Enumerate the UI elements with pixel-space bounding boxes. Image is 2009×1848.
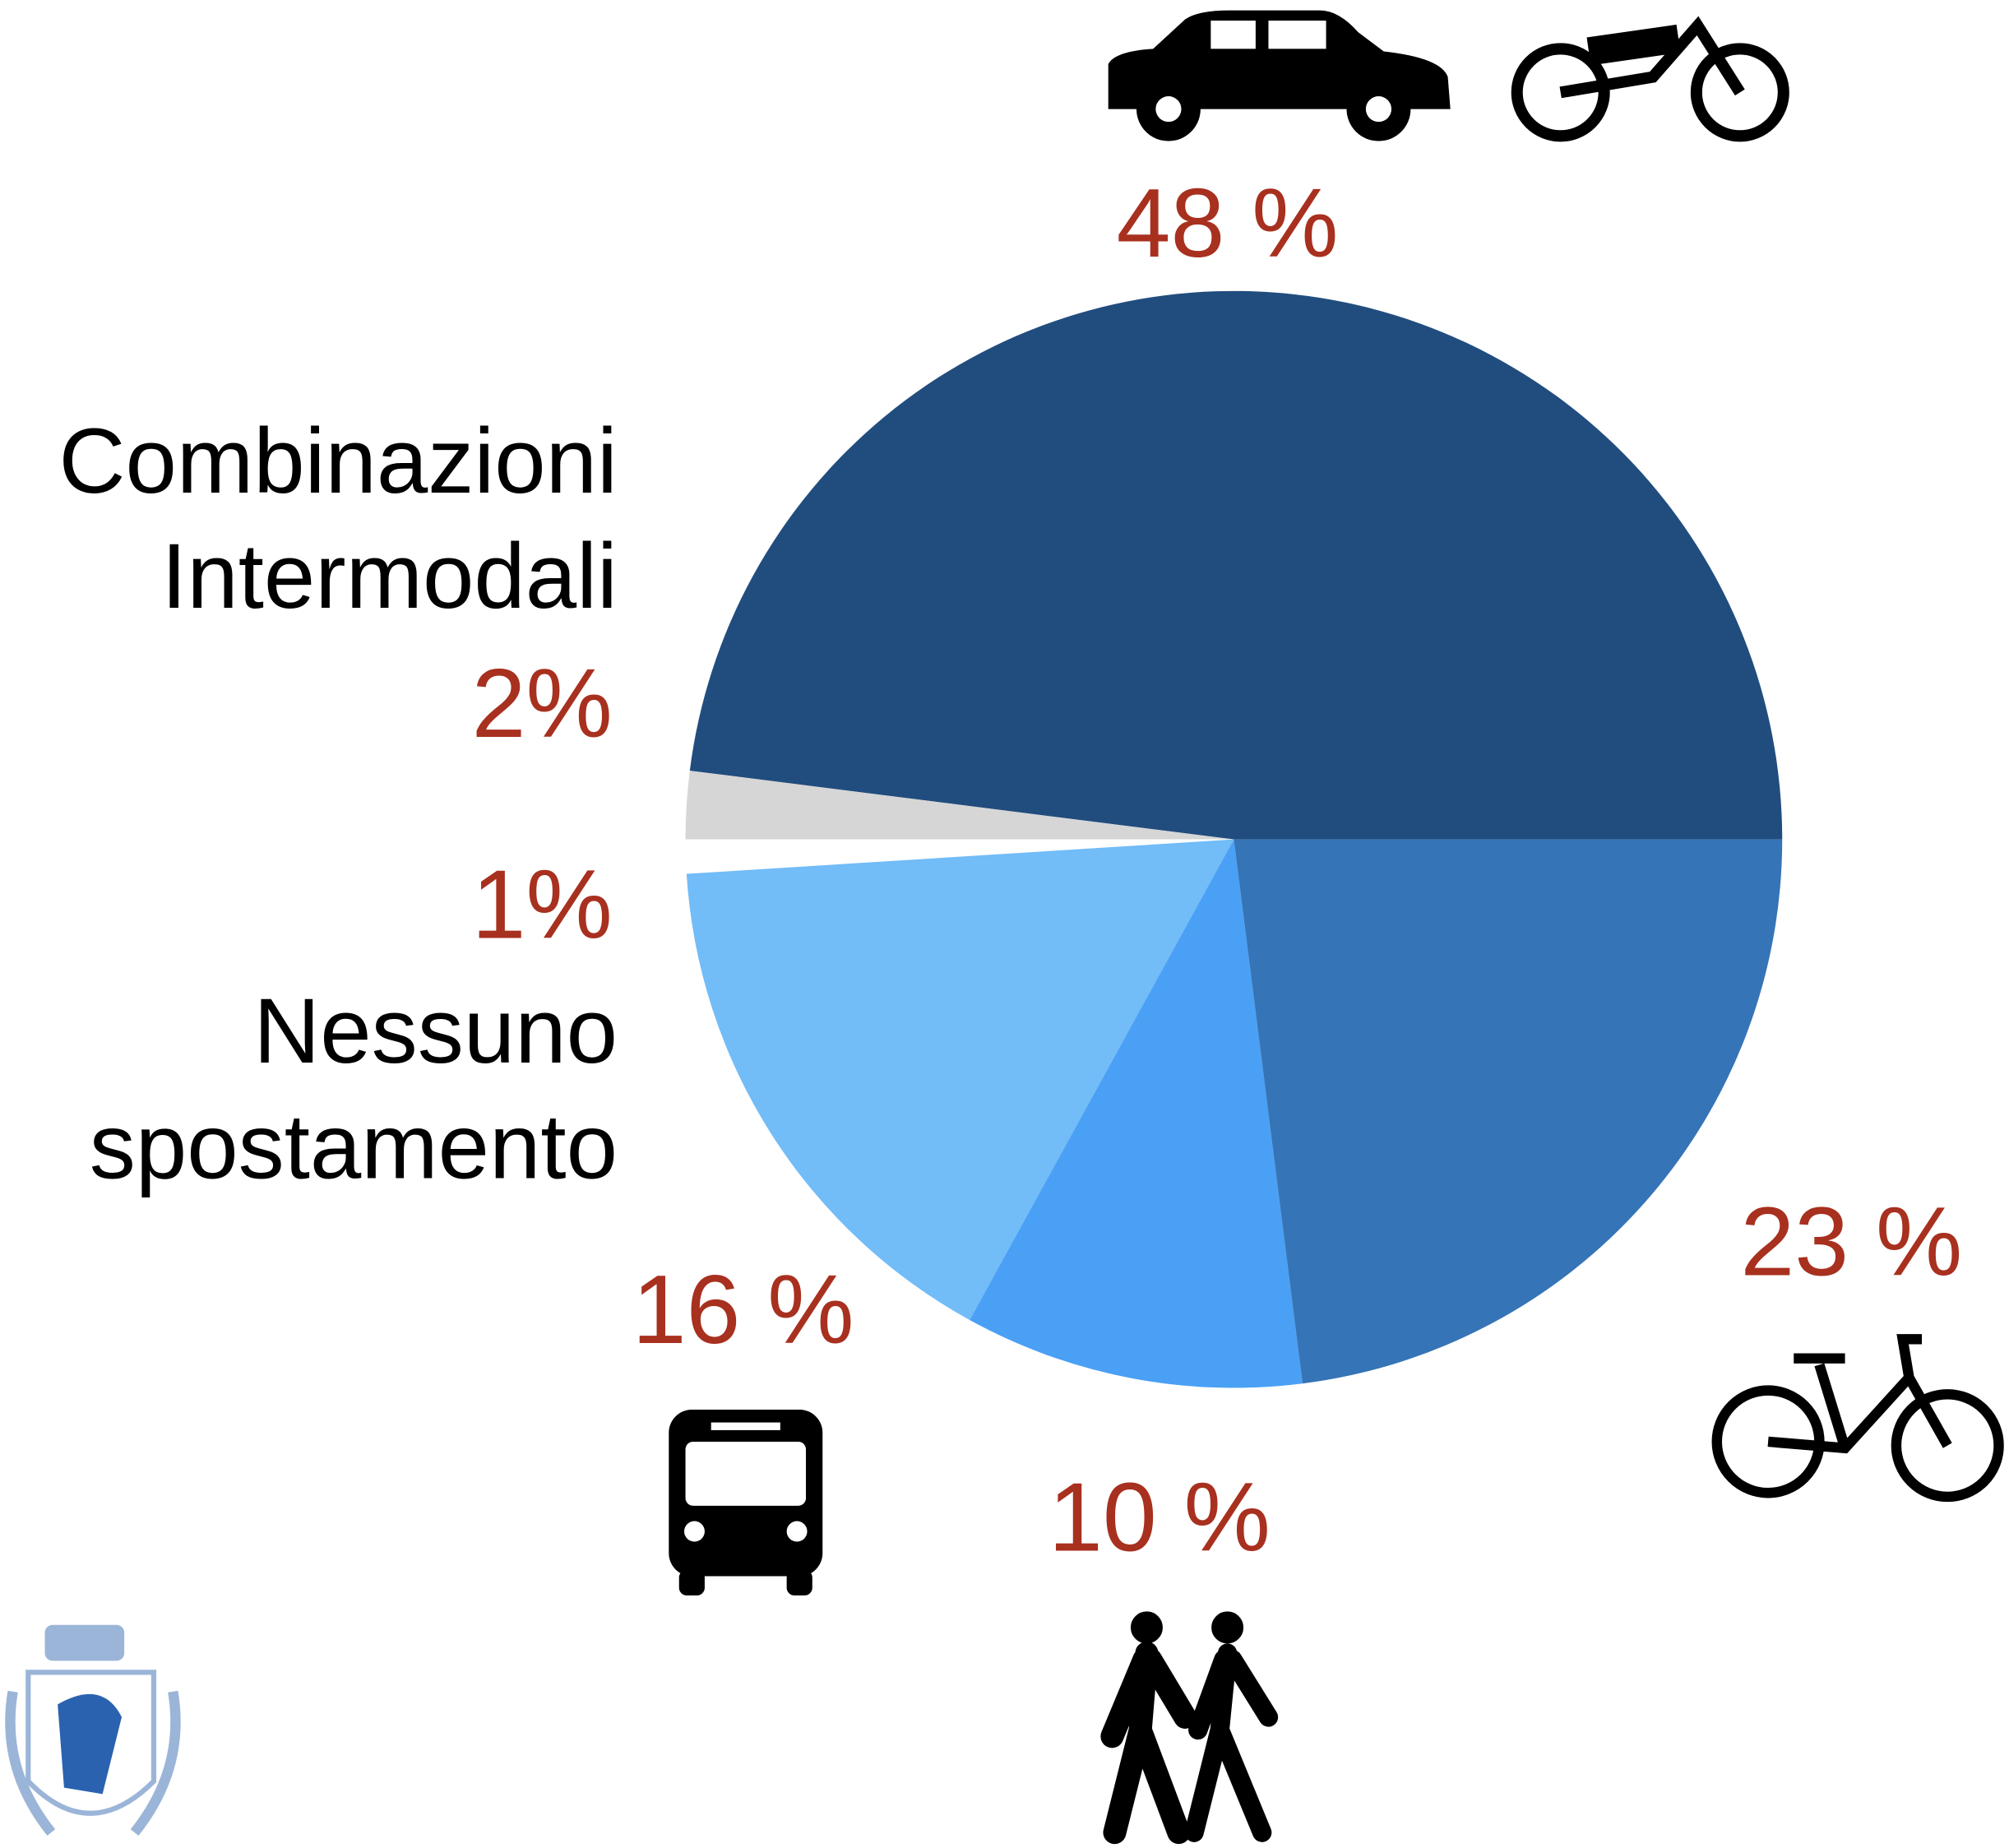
walkers-icon — [1100, 1611, 1279, 1845]
logo — [5, 1624, 181, 1836]
bicycle-icon — [1711, 1334, 2004, 1503]
pie-slice — [689, 290, 1783, 840]
motorbike-icon — [1511, 16, 1789, 142]
pie-slice — [686, 839, 1234, 1321]
category-label: Nessuno spostamento — [90, 979, 618, 1197]
value-label: 23 % — [1740, 1188, 1962, 1297]
bus-icon — [669, 1409, 823, 1596]
pie-slice — [685, 839, 1234, 874]
value-label: 2% — [472, 650, 613, 758]
value-label: 16 % — [632, 1256, 854, 1364]
pie-slice — [1234, 839, 1783, 1384]
pie-slice — [685, 771, 1234, 840]
category-label: Combinazioni Intermodali — [58, 408, 618, 627]
pie-slice — [970, 839, 1303, 1388]
car-icon — [1108, 10, 1451, 141]
value-label: 48 % — [1117, 169, 1339, 278]
value-label: 1% — [472, 851, 613, 960]
value-label: 10 % — [1048, 1464, 1271, 1572]
